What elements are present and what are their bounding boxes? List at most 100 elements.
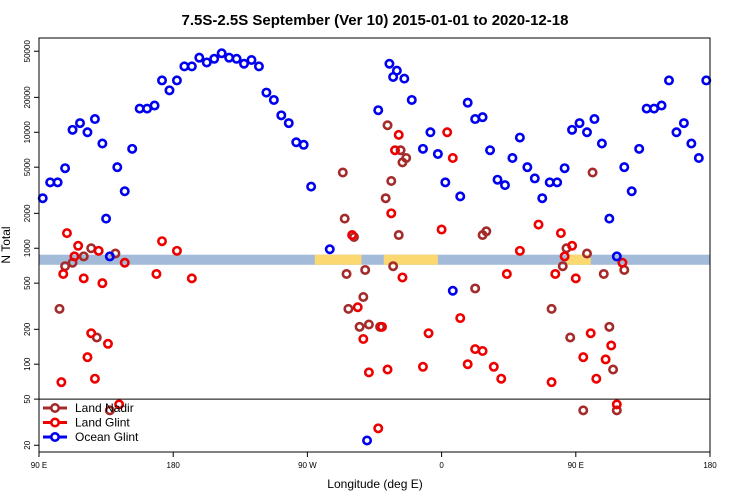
ocean-glint-point [611,251,622,262]
land-nadir-point [393,230,404,241]
ocean-glint-point [231,53,242,64]
land-segment [314,254,362,265]
land-glint-point [397,272,408,283]
land-glint-point [514,245,525,256]
land-segment [566,254,591,265]
x-tick-label: 180 [167,461,181,470]
land-glint-point [585,328,596,339]
land-nadir-point [339,213,350,224]
ocean-glint-point [186,61,197,72]
ocean-glint-point [499,180,510,191]
land-glint-point [390,145,401,156]
land-glint-point [559,251,570,262]
ocean-glint-point [425,127,436,138]
land-glint-point [376,321,387,332]
land-segment [383,254,438,265]
ocean-glint-point [127,143,138,154]
land-glint-point [447,153,458,164]
ocean-glint-point [417,143,428,154]
ocean-glint-point [514,132,525,143]
land-glint-point [436,224,447,235]
land-glint-point [567,240,578,251]
y-tick-label: 10000 [23,121,32,144]
land-nadir-point [598,268,609,279]
land-glint-point [58,268,69,279]
land-glint-point [363,367,374,378]
ocean-glint-point [634,143,645,154]
ocean-glint-point [462,97,473,108]
land-glint-point [477,346,488,357]
land-glint-point [496,373,507,384]
ocean-glint-point [89,114,100,125]
land-glint-point [611,399,622,410]
land-glint-point [488,361,499,372]
ocean-glint-point [626,186,637,197]
land-glint-point [533,219,544,230]
legend-marker-ocean-glint [49,431,60,442]
land-nadir-point [382,120,393,131]
land-glint-point [423,328,434,339]
land-nadir-point [481,226,492,237]
ocean-glint-point [693,153,704,164]
land-glint-point [358,333,369,344]
ocean-glint-point [164,85,175,96]
y-tick-label: 100 [23,357,32,371]
ocean-glint-point [552,177,563,188]
ocean-glint-point [268,94,279,105]
ocean-glint-point [399,73,410,84]
ocean-glint-point [507,153,518,164]
land-nadir-point [608,364,619,375]
legend-label-land-nadir: Land Nadir [75,401,134,415]
ocean-glint-point [362,435,373,446]
land-glint-point [442,127,453,138]
ocean-glint-point [619,162,630,173]
land-glint-point [56,377,67,388]
x-tick-label: 90 W [298,461,317,470]
land-glint-point [61,228,72,239]
x-axis-label: Longitude (deg E) [327,477,422,491]
land-glint-point [69,251,80,262]
ocean-glint-point [283,118,294,129]
land-nadir-point [557,261,568,272]
ocean-glint-point [75,118,86,129]
land-glint-point [89,373,100,384]
land-nadir-point [54,303,65,314]
land-glint-point [382,364,393,375]
y-tick-label: 2000 [23,204,32,222]
ocean-glint-point [432,148,443,159]
ocean-glint-point [201,57,212,68]
ocean-glint-point [194,52,205,63]
data-points [37,48,712,446]
x-tick-label: 180 [703,461,717,470]
ocean-glint-point [171,75,182,86]
land-glint-point [86,328,97,339]
ocean-glint-point [663,75,674,86]
y-axis-label: N Total [0,226,13,263]
ocean-glint-point [604,213,615,224]
land-glint-point [555,228,566,239]
land-glint-point [417,361,428,372]
y-axis: 20 50 100 200 500 1000 2000 5000 10000 20000 50000 [23,40,39,450]
ocean-glint-point [261,87,272,98]
land-nadir-point [565,332,576,343]
ocean-glint-point [276,110,287,121]
ocean-glint-point [101,213,112,224]
land-glint-point [82,352,93,363]
land-nadir-point [578,405,589,416]
land-glint-point [151,268,162,279]
ocean-glint-point [440,177,451,188]
ocean-glint-point [104,251,115,262]
ocean-glint-point [492,174,503,185]
ocean-glint-point [239,58,250,69]
legend-label-ocean-glint: Ocean Glint [75,430,139,444]
ocean-glint-point [119,186,130,197]
y-tick-label: 50000 [23,40,32,63]
ocean-glint-point [306,181,317,192]
ocean-glint-point [671,127,682,138]
land-glint-point [73,240,84,251]
ocean-glint-point [67,124,78,135]
land-nadir-point [363,319,374,330]
land-nadir-point [354,321,365,332]
